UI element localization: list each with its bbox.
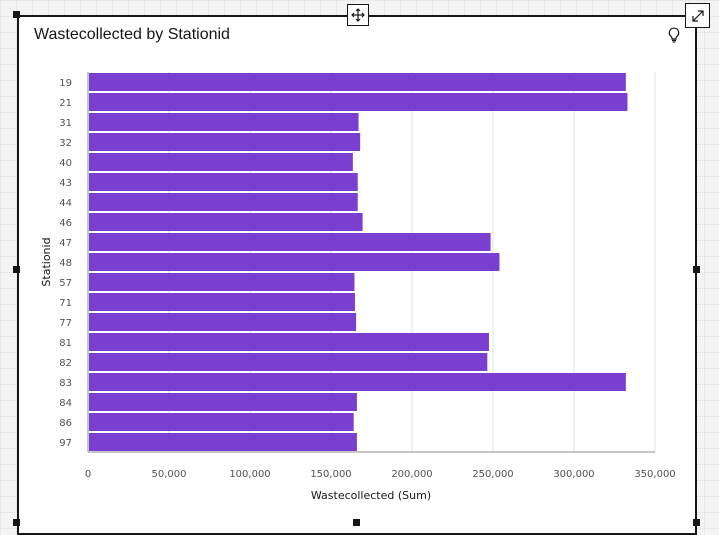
bar[interactable] (89, 393, 357, 411)
y-tick-label: 46 (59, 218, 72, 229)
bar[interactable] (89, 293, 355, 311)
y-tick-label: 77 (59, 318, 72, 329)
y-tick-label: 82 (59, 358, 72, 369)
resize-handle-left[interactable] (13, 266, 20, 273)
y-tick-label: 84 (59, 398, 72, 409)
y-axis-title: Stationid (40, 237, 53, 286)
x-tick-label: 250,000 (472, 469, 513, 480)
move-icon (351, 8, 365, 22)
resize-handle-bottom[interactable] (353, 519, 360, 526)
bar[interactable] (89, 73, 626, 91)
x-axis-title: Wastecollected (Sum) (311, 489, 431, 502)
axes (87, 72, 655, 453)
y-tick-label: 47 (59, 238, 72, 249)
x-tick-label: 300,000 (553, 469, 594, 480)
y-tick-label: 86 (59, 418, 72, 429)
y-tick-label: 32 (59, 138, 72, 149)
y-tick-label: 48 (59, 258, 72, 269)
widget-title: Wastecollected by Stationid (34, 26, 230, 43)
y-tick-label: 57 (59, 278, 72, 289)
bar[interactable] (89, 373, 626, 391)
x-tick-labels: 0 50,000 100,000 150,000 200,000 250,000 300,0… (85, 469, 676, 480)
y-tick-label: 43 (59, 178, 72, 189)
y-tick-label: 97 (59, 438, 72, 449)
x-tick-label: 200,000 (391, 469, 432, 480)
y-tick-label: 31 (59, 118, 72, 129)
y-tick-labels: 19 21 31 32 40 43 44 46 47 48 57 71 77 81 82 83 84 86 97 (59, 78, 72, 449)
bar[interactable] (89, 273, 355, 291)
x-tick-label: 100,000 (229, 469, 270, 480)
bar[interactable] (89, 413, 354, 431)
bar[interactable] (89, 173, 358, 191)
bar[interactable] (89, 433, 357, 451)
bar[interactable] (89, 153, 353, 171)
x-tick-label: 0 (85, 469, 91, 480)
y-tick-label: 71 (59, 298, 72, 309)
bar[interactable] (89, 333, 489, 351)
bar-chart: 19 21 31 32 40 43 44 46 47 48 57 71 77 81 82 83 84 86 97 0… (40, 72, 676, 502)
resize-handle-right[interactable] (693, 266, 700, 273)
resize-handle-top-left[interactable] (13, 11, 20, 18)
expand-button[interactable] (685, 3, 710, 28)
y-tick-label: 44 (59, 198, 72, 209)
x-tick-label: 50,000 (152, 469, 187, 480)
bar[interactable] (89, 313, 357, 331)
bar[interactable] (89, 233, 491, 251)
resize-handle-bottom-right[interactable] (693, 519, 700, 526)
bars (89, 73, 628, 451)
y-tick-label: 81 (59, 338, 72, 349)
bar[interactable] (89, 193, 358, 211)
x-tick-label: 150,000 (310, 469, 351, 480)
expand-icon (691, 9, 704, 22)
bar[interactable] (89, 93, 628, 111)
y-tick-label: 83 (59, 378, 72, 389)
y-tick-label: 21 (59, 98, 72, 109)
bar[interactable] (89, 133, 361, 151)
bar[interactable] (89, 213, 363, 231)
resize-handle-bottom-left[interactable] (13, 519, 20, 526)
bar[interactable] (89, 253, 500, 271)
lightbulb-icon[interactable] (667, 27, 681, 43)
bar[interactable] (89, 113, 359, 131)
move-button[interactable] (347, 4, 369, 26)
bar[interactable] (89, 353, 488, 371)
x-tick-label: 350,000 (634, 469, 675, 480)
y-tick-label: 19 (59, 78, 72, 89)
y-tick-label: 40 (59, 158, 72, 169)
